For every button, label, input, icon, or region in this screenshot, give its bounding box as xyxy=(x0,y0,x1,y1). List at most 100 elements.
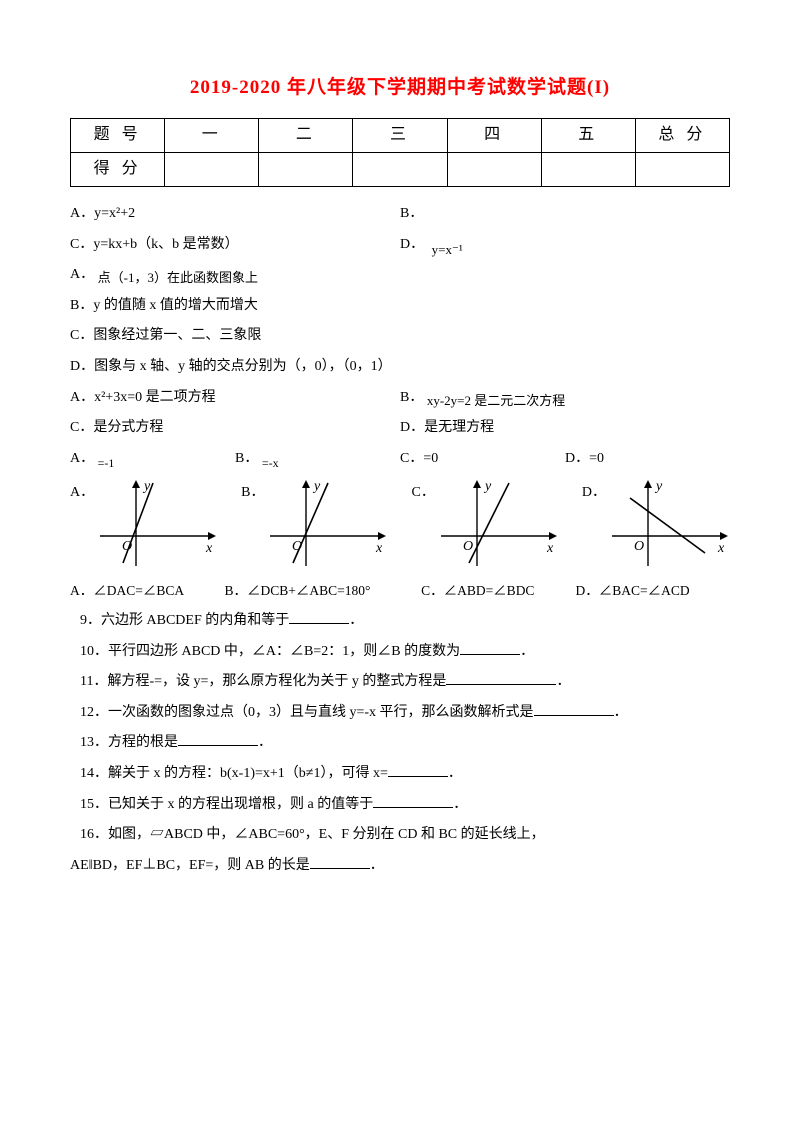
period: ． xyxy=(370,858,384,873)
graph-b-svg: y x O xyxy=(268,478,388,568)
period: ． xyxy=(520,644,534,659)
td-blank xyxy=(541,153,635,187)
q2-opt-b: B．y 的值随 x 值的增大而增大 xyxy=(70,293,730,320)
q15: 15．已知关于 x 的方程出现增根，则 a 的值等于 ． xyxy=(70,792,730,819)
period: ． xyxy=(349,613,363,628)
q1-opt-b: B． xyxy=(400,201,730,228)
q12-text: 12．一次函数的图象过点（0，3）且与直线 y=-x 平行，那么函数解析式是 xyxy=(80,705,534,720)
blank xyxy=(460,641,520,655)
q11: 11．解方程-=，设 y=，那么原方程化为关于 y 的整式方程是 ． xyxy=(70,669,730,696)
period: ． xyxy=(258,735,272,750)
q4-opt-c: C．=0 xyxy=(400,446,565,473)
q4-row: A． =-1 B． =-x C．=0 D．=0 xyxy=(70,446,730,473)
th-1: 一 xyxy=(165,119,259,153)
th-total: 总 分 xyxy=(635,119,729,153)
svg-text:y: y xyxy=(483,479,492,494)
q11-text: 11．解方程-=，设 y=，那么原方程化为关于 y 的整式方程是 xyxy=(80,674,446,689)
graph-a-label: A． xyxy=(70,478,94,507)
graph-row: A． yxO B． yxO C． yxO D． yxO xyxy=(70,478,730,568)
q13-text: 13．方程的根是 xyxy=(80,735,178,750)
td-blank xyxy=(447,153,541,187)
q2-opt-d: D．图象与 x 轴、y 轴的交点分别为（，0），（0，1） xyxy=(70,354,730,381)
blank xyxy=(388,763,448,777)
th-2: 二 xyxy=(259,119,353,153)
exam-page: 2019-2020 年八年级下学期期中考试数学试题(I) 题 号 一 二 三 四… xyxy=(0,0,800,923)
q2-a-pre: A． xyxy=(70,267,94,282)
td-score-label: 得 分 xyxy=(71,153,165,187)
svg-text:x: x xyxy=(717,541,725,556)
blank xyxy=(178,732,258,746)
q3-row2: C．是分式方程 D．是无理方程 xyxy=(70,415,730,442)
q3-opt-b-wrap: B． xy-2y=2 是二元二次方程 xyxy=(400,385,730,412)
period: ． xyxy=(556,674,570,689)
q3-row1: A．x²+3x=0 是二项方程 B． xy-2y=2 是二元二次方程 xyxy=(70,385,730,412)
q3-opt-c: C．是分式方程 xyxy=(70,415,400,442)
q4-b-pre: B． xyxy=(235,451,258,466)
svg-text:O: O xyxy=(634,539,644,554)
td-blank xyxy=(165,153,259,187)
blank xyxy=(289,610,349,624)
th-3: 三 xyxy=(353,119,447,153)
page-title: 2019-2020 年八年级下学期期中考试数学试题(I) xyxy=(70,70,730,106)
graph-d-cell: D． yxO xyxy=(582,478,730,568)
svg-text:O: O xyxy=(292,539,302,554)
q4-opt-a: A． =-1 xyxy=(70,446,235,473)
period: ． xyxy=(453,797,467,812)
q4-a-pre: A． xyxy=(70,451,94,466)
q1-row2: C．y=kx+b（k、b 是常数） D． y=x⁻¹ xyxy=(70,232,730,259)
q1-opt-c: C．y=kx+b（k、b 是常数） xyxy=(70,232,400,259)
q9: 9．六边形 ABCDEF 的内角和等于 ． xyxy=(70,608,730,635)
q4-a-text: =-1 xyxy=(98,456,115,470)
q1-opt-d-expr: y=x⁻¹ xyxy=(432,242,463,257)
q16-line2: AE‖BD，EF⊥BC，EF=，则 AB 的长是． xyxy=(70,853,730,880)
blank xyxy=(534,702,614,716)
graph-c-cell: C． yxO xyxy=(412,478,559,568)
q1-row1: A．y=x²+2 B． xyxy=(70,201,730,228)
graph-c-label: C． xyxy=(412,478,435,507)
blank xyxy=(310,855,370,869)
period: ． xyxy=(614,705,628,720)
q15-text: 15．已知关于 x 的方程出现增根，则 a 的值等于 xyxy=(80,797,373,812)
q2-opt-a: A． 点（-1，3）在此函数图象上 xyxy=(70,262,730,289)
blank xyxy=(446,671,556,685)
q14-text: 14．解关于 x 的方程：b(x-1)=x+1（b≠1），可得 x= xyxy=(80,766,388,781)
q6-opt-b: B．∠DCB+∠ABC=180° xyxy=(224,578,421,604)
q1-opt-d-label: D． xyxy=(400,237,424,252)
q10: 10．平行四边形 ABCD 中，∠A：∠B=2：1，则∠B 的度数为 ． xyxy=(70,639,730,666)
q12: 12．一次函数的图象过点（0，3）且与直线 y=-x 平行，那么函数解析式是 ． xyxy=(70,700,730,727)
graph-b-cell: B． yxO xyxy=(241,478,388,568)
graph-a-svg: yxO xyxy=(98,478,218,568)
q4-opt-b: B． =-x xyxy=(235,446,400,473)
svg-text:x: x xyxy=(546,541,554,556)
graph-d-svg: yxO xyxy=(610,478,730,568)
td-blank xyxy=(353,153,447,187)
td-blank xyxy=(259,153,353,187)
q6-opt-c: C．∠ABD=∠BDC xyxy=(421,578,575,604)
q1-opt-d-wrap: D． y=x⁻¹ xyxy=(400,232,730,259)
q13: 13．方程的根是 ． xyxy=(70,730,730,757)
th-section: 题 号 xyxy=(71,119,165,153)
graph-d-label: D． xyxy=(582,478,606,507)
q14: 14．解关于 x 的方程：b(x-1)=x+1（b≠1），可得 x=． xyxy=(70,761,730,788)
svg-text:y: y xyxy=(312,479,321,494)
th-4: 四 xyxy=(447,119,541,153)
q3-opt-d: D．是无理方程 xyxy=(400,415,730,442)
q10-text: 10．平行四边形 ABCD 中，∠A：∠B=2：1，则∠B 的度数为 xyxy=(80,644,460,659)
q9-text: 9．六边形 ABCDEF 的内角和等于 xyxy=(80,613,289,628)
table-row: 题 号 一 二 三 四 五 总 分 xyxy=(71,119,730,153)
th-5: 五 xyxy=(541,119,635,153)
q2-opt-c: C．图象经过第一、二、三象限 xyxy=(70,323,730,350)
svg-text:x: x xyxy=(375,541,383,556)
q3-b-pre: B． xyxy=(400,390,423,405)
blank xyxy=(373,794,453,808)
svg-text:x: x xyxy=(205,541,213,556)
q4-opt-d: D．=0 xyxy=(565,446,730,473)
q4-b-text: =-x xyxy=(262,456,279,470)
td-blank xyxy=(635,153,729,187)
q3-opt-a: A．x²+3x=0 是二项方程 xyxy=(70,385,400,412)
q3-b-text: xy-2y=2 是二元二次方程 xyxy=(427,393,565,408)
q6-row: A．∠DAC=∠BCA B．∠DCB+∠ABC=180° C．∠ABD=∠BDC… xyxy=(70,578,730,604)
q1-opt-a: A．y=x²+2 xyxy=(70,201,400,228)
table-row: 得 分 xyxy=(71,153,730,187)
q6-opt-d: D．∠BAC=∠ACD xyxy=(576,578,730,604)
